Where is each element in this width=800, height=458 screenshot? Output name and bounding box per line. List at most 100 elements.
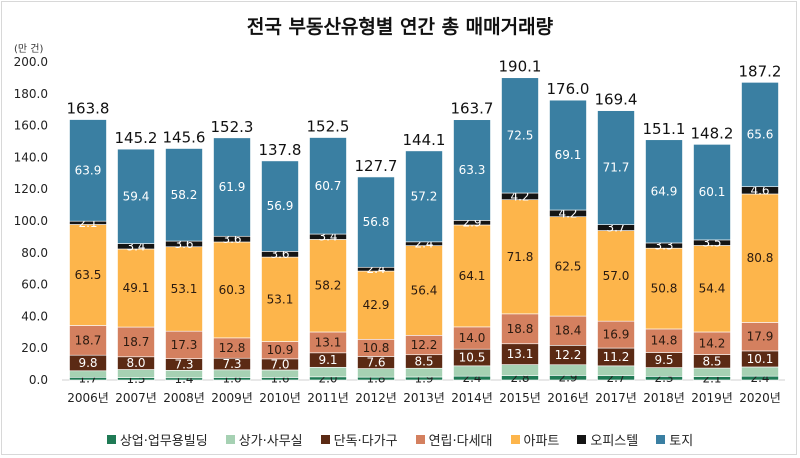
x-tick-label: 2014년 — [451, 391, 493, 405]
y-tick-label: 120.0 — [14, 182, 48, 196]
data-label: 18.8 — [507, 322, 534, 336]
bar-segment — [453, 365, 491, 377]
data-label: 12.8 — [219, 341, 246, 355]
x-tick-label: 2007년 — [115, 391, 157, 405]
x-tick-label: 2016년 — [547, 391, 589, 405]
legend-label: 아파트 — [523, 434, 560, 449]
legend-label: 상가·사무실 — [238, 434, 303, 449]
data-label: 17.3 — [171, 338, 198, 352]
data-label: 7.6 — [366, 356, 385, 370]
data-label: 64.1 — [459, 269, 486, 283]
y-tick-label: 20.0 — [21, 341, 48, 355]
bar-segment — [261, 256, 299, 342]
data-label: 17.9 — [747, 330, 774, 344]
bar-segment — [549, 364, 587, 376]
data-label: 8.5 — [702, 354, 721, 368]
legend-item: 연립·다세대 — [415, 430, 493, 449]
data-label: 13.1 — [315, 335, 342, 349]
total-label: 127.7 — [355, 157, 398, 175]
data-label: 7.0 — [270, 357, 289, 371]
total-label: 152.3 — [211, 118, 254, 136]
bar-segment — [645, 247, 683, 330]
data-label: 63.5 — [75, 268, 102, 282]
legend: 상업·업무용빌딩 상가·사무실 단독·다가구 연립·다세대 아파트 오피스텔 토지 — [0, 430, 800, 449]
y-tick-label: 60.0 — [21, 278, 48, 292]
bar-segment — [69, 325, 107, 356]
bar-segment — [213, 137, 251, 237]
x-tick-label: 2009년 — [211, 391, 253, 405]
data-label: 60.3 — [219, 283, 246, 297]
data-label: 72.5 — [507, 128, 534, 142]
bar-segment — [693, 144, 731, 241]
y-tick-label: 0.0 — [29, 373, 48, 387]
data-label: 13.1 — [507, 347, 534, 361]
bar-segment — [453, 224, 491, 328]
y-tick-label: 200.0 — [14, 55, 48, 69]
data-label: 18.7 — [123, 335, 150, 349]
bar-segment — [693, 367, 731, 377]
data-label: 9.5 — [654, 353, 673, 367]
data-label: 8.5 — [414, 354, 433, 368]
data-label: 12.2 — [411, 338, 438, 352]
data-label: 8.0 — [126, 356, 145, 370]
bar-segment — [501, 364, 539, 376]
legend-label: 연립·다세대 — [428, 434, 493, 449]
x-tick-label: 2018년 — [643, 391, 685, 405]
data-label: 7.3 — [174, 357, 193, 371]
y-tick-label: 160.0 — [14, 119, 48, 133]
bar-segment — [309, 137, 347, 235]
x-tick-label: 2015년 — [499, 391, 541, 405]
data-label: 12.2 — [555, 348, 582, 362]
bar-segment — [117, 369, 155, 378]
x-tick-label: 2006년 — [67, 391, 109, 405]
data-label: 69.1 — [555, 148, 582, 162]
bar-segment — [453, 119, 491, 221]
legend-swatch — [106, 435, 116, 444]
data-label: 9.1 — [318, 353, 337, 367]
bar-segment — [693, 245, 731, 333]
x-tick-label: 2011년 — [307, 391, 349, 405]
data-label: 11.2 — [603, 350, 630, 364]
total-label: 163.8 — [67, 100, 110, 118]
data-label: 60.7 — [315, 179, 342, 193]
legend-item: 상가·사무실 — [225, 430, 303, 449]
legend-label: 오피스텔 — [590, 434, 639, 449]
data-label: 53.1 — [171, 282, 198, 296]
bar-segment — [405, 150, 443, 243]
legend-item: 아파트 — [510, 430, 560, 449]
bar-segment — [405, 367, 443, 378]
bar-segment — [741, 193, 779, 323]
total-label: 190.1 — [499, 58, 542, 76]
bar-segment — [165, 148, 203, 242]
bar-segment — [357, 368, 395, 378]
data-label: 57.2 — [411, 189, 438, 203]
total-label: 145.6 — [163, 128, 206, 146]
data-label: 56.4 — [411, 283, 438, 297]
legend-label: 토지 — [669, 434, 694, 449]
total-label: 176.0 — [547, 80, 590, 98]
chart-title: 전국 부동산유형별 연간 총 매매거래량 — [246, 16, 554, 38]
bar-segment — [69, 119, 107, 222]
total-label: 169.4 — [595, 91, 638, 109]
data-label: 56.8 — [363, 215, 390, 229]
y-tick-label: 140.0 — [14, 150, 48, 164]
y-axis-unit: (만 건) — [14, 44, 44, 55]
data-label: 16.9 — [603, 328, 630, 342]
bar-segment — [357, 176, 395, 268]
total-label: 152.5 — [307, 118, 350, 136]
bar-segment — [645, 139, 683, 244]
total-label: 151.1 — [643, 120, 686, 138]
legend-swatch — [320, 435, 330, 444]
bar-segment — [741, 366, 779, 377]
bar-segment — [597, 110, 635, 225]
data-label: 10.9 — [267, 343, 294, 357]
legend-label: 상업·업무용빌딩 — [119, 434, 208, 449]
total-label: 137.8 — [259, 141, 302, 159]
total-label: 148.2 — [691, 124, 734, 142]
x-tick-label: 2008년 — [163, 391, 205, 405]
legend-item: 단독·다가구 — [320, 430, 398, 449]
bar-segment — [357, 270, 395, 340]
y-tick-label: 80.0 — [21, 246, 48, 260]
data-label: 18.4 — [555, 324, 582, 338]
